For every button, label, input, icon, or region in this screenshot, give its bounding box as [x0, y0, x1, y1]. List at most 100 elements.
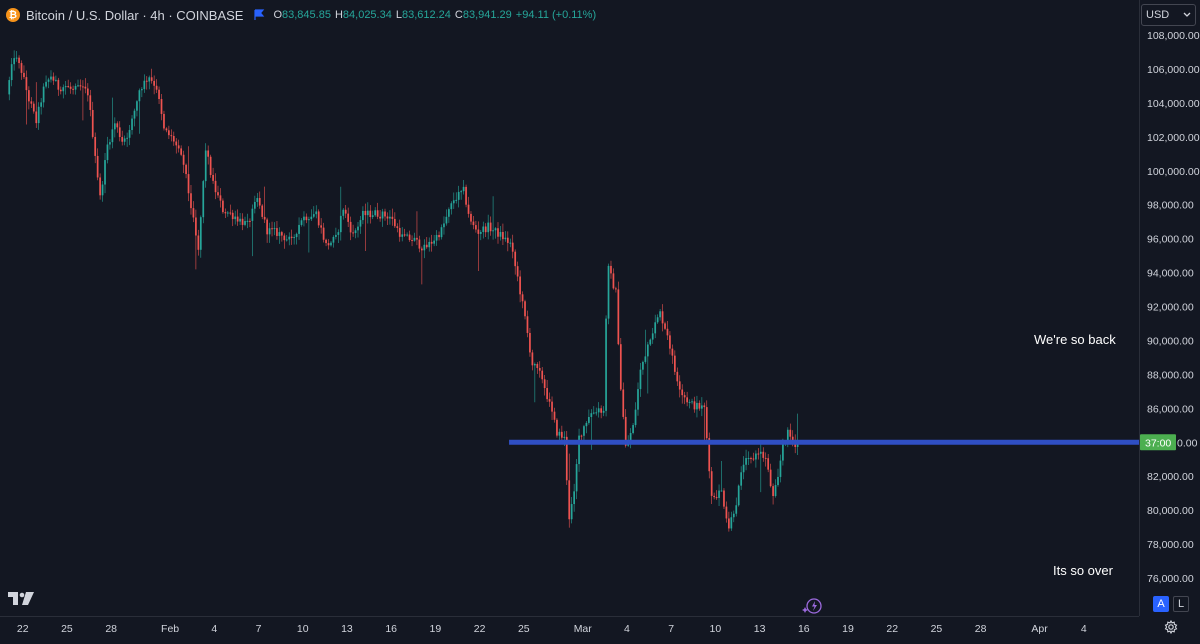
time-tick-label: 4: [624, 623, 630, 635]
candle-body: [192, 208, 195, 218]
candle-body: [106, 144, 109, 161]
time-tick-label: 4: [1081, 623, 1087, 635]
candle-body: [94, 136, 97, 156]
candle-body: [283, 235, 286, 241]
candle-body: [747, 458, 750, 460]
candle-body: [295, 233, 298, 238]
candle-body: [84, 86, 87, 89]
candle-body: [605, 318, 607, 411]
candle-body: [497, 228, 499, 237]
price-tick-label: 98,000.00: [1147, 200, 1194, 212]
candle-body: [236, 216, 239, 222]
candle-body: [359, 220, 362, 227]
candle-body: [15, 57, 18, 59]
candle-body: [69, 86, 72, 89]
candle-body: [229, 212, 232, 214]
candle-body: [403, 234, 406, 236]
price-tick-label: 82,000.00: [1147, 471, 1194, 483]
candle-body: [37, 106, 40, 124]
candle-body: [396, 226, 399, 228]
candle-body: [369, 210, 372, 218]
chevron-down-icon: [1183, 12, 1191, 17]
candle-body: [234, 216, 237, 220]
price-axis[interactable]: 76,000.00 78,000.00 80,000.00 82,000.00 86,0…: [1139, 0, 1200, 639]
candle-body: [536, 363, 539, 369]
candle-body: [416, 237, 418, 240]
candle-body: [123, 138, 126, 142]
candle-body: [406, 234, 408, 236]
candle-body: [732, 513, 735, 518]
candle-body: [730, 517, 733, 529]
candle-body: [23, 72, 25, 78]
candle-body: [153, 80, 155, 86]
symbol-title[interactable]: Bitcoin / U.S. Dollar · 4h · COINBASE: [26, 7, 244, 23]
candle-body: [423, 244, 426, 251]
candle-body: [251, 208, 254, 221]
close-label: C: [454, 9, 463, 21]
open-value: 83,845.85: [282, 9, 331, 21]
tradingview-logo-icon[interactable]: [8, 592, 34, 606]
candle-body: [757, 453, 760, 455]
candle-body: [101, 184, 104, 196]
auto-scale-button[interactable]: A: [1153, 596, 1169, 612]
log-scale-button[interactable]: L: [1173, 596, 1189, 612]
candle-body: [475, 225, 477, 230]
ohlc-values: O83,845.85 H84,025.34 L83,612.24 C83,941…: [273, 9, 596, 21]
candle-body: [91, 109, 94, 137]
candle-body: [401, 234, 404, 237]
candle-body: [698, 402, 701, 409]
flag-icon[interactable]: [253, 9, 265, 21]
candle-body: [565, 436, 568, 481]
candle-body: [141, 89, 143, 91]
candle-body: [777, 476, 779, 486]
candle-body: [207, 150, 210, 157]
candle-body: [366, 210, 369, 216]
candle-body: [89, 95, 92, 110]
candle-body: [256, 198, 259, 202]
candle-body: [379, 216, 381, 219]
candle-body: [460, 191, 463, 193]
candle-body: [750, 458, 752, 460]
candle-body: [673, 355, 676, 372]
time-tick-label: 25: [931, 623, 943, 635]
candle-body: [281, 232, 283, 236]
candle-body: [688, 401, 691, 403]
candle-body: [35, 111, 38, 124]
symbol-legend[interactable]: ₿ Bitcoin / U.S. Dollar · 4h · COINBASE …: [6, 6, 596, 24]
candle-body: [325, 239, 327, 244]
candle-body: [590, 413, 593, 418]
candle-body: [703, 405, 706, 408]
candle-body: [681, 389, 684, 396]
time-tick-label: 22: [474, 623, 486, 635]
candle-body: [443, 223, 445, 228]
candle-body: [261, 205, 264, 217]
candle-body: [686, 397, 688, 403]
annotation-top[interactable]: We're so back: [1034, 332, 1116, 347]
candle-body: [285, 239, 288, 241]
candle-body: [774, 485, 777, 497]
candle-body: [20, 63, 23, 73]
gear-icon[interactable]: [1164, 620, 1178, 634]
candle-body: [646, 344, 649, 357]
candle-body: [381, 211, 384, 219]
candle-body: [705, 407, 708, 439]
candle-body: [209, 156, 212, 175]
candle-body: [32, 103, 35, 112]
candle-body: [354, 230, 357, 234]
candle-body: [595, 412, 598, 414]
candle-body: [47, 79, 50, 82]
candle-body: [389, 216, 391, 219]
annotation-bottom[interactable]: Its so over: [1053, 563, 1113, 578]
candle-body: [723, 490, 725, 507]
candle-body: [529, 332, 531, 353]
candle-body: [268, 228, 271, 235]
candle-body: [170, 135, 173, 137]
candle-body: [217, 192, 219, 196]
candle-body: [408, 234, 411, 241]
currency-select[interactable]: USD: [1141, 4, 1196, 26]
candle-body: [435, 234, 438, 241]
lightning-icon[interactable]: [802, 598, 822, 614]
time-axis[interactable]: 22 25 28 Feb 4 7 10 13 16 19 22 25 Mar 4 7 10 13 16 19 22 25…: [0, 616, 1139, 636]
